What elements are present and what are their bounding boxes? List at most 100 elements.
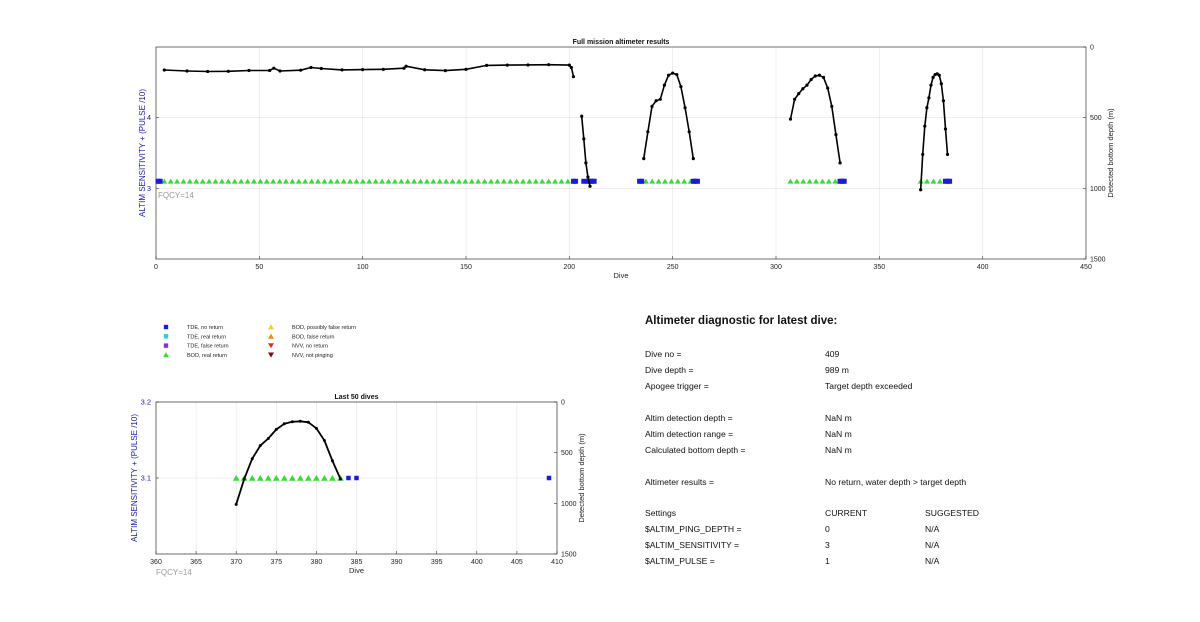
full-yl-tick-label: 3 [147, 184, 151, 193]
setting-suggested: N/A [925, 556, 940, 566]
last50-depth-point [258, 444, 262, 448]
full-x-tick-label: 50 [255, 264, 263, 271]
full-bod-real-return-point [436, 178, 443, 184]
last50-x-tick-label: 405 [511, 559, 523, 566]
settings-suggested-header: SUGGESTED [925, 508, 979, 518]
legend-marker-triangle [268, 333, 274, 339]
full-depth-point [662, 83, 667, 87]
full-depth-point [505, 63, 509, 67]
full-depth-point [340, 68, 344, 72]
full-depth-point [547, 63, 551, 67]
full-bod-real-return-point [359, 178, 366, 184]
last50-x-tick-label: 375 [270, 559, 282, 566]
full-depth-point [485, 63, 489, 67]
full-depth-point [567, 63, 571, 67]
last50-bod-real-return-point [248, 474, 256, 481]
full-depth-point [813, 74, 817, 78]
full-depth-point [654, 99, 658, 103]
diag-value: NaN m [825, 445, 852, 455]
full-bod-real-return-point [475, 178, 482, 184]
full-depth-point [809, 77, 813, 82]
full-depth-point [929, 83, 933, 87]
full-depth-point [945, 152, 950, 157]
last50-x-axis-label: Dive [349, 566, 364, 575]
full-depth-point [788, 117, 793, 121]
full-depth-point [162, 68, 166, 72]
last50-x-tick-label: 365 [190, 559, 202, 566]
full-bod-real-return-point [494, 178, 501, 184]
full-tde-no-return-point [591, 178, 597, 184]
full-bod-real-return-point [315, 178, 322, 184]
diagnostic-title: Altimeter diagnostic for latest dive: [645, 315, 838, 327]
full-x-tick-label: 150 [460, 264, 472, 271]
setting-current: 0 [825, 524, 830, 534]
full-depth-point [830, 104, 834, 108]
full-depth-point [923, 124, 927, 128]
full-fqcy-annotation: FQCY=14 [158, 191, 194, 200]
full-depth-point [687, 130, 691, 134]
full-depth-point [834, 133, 838, 137]
full-bod-real-return-point [282, 178, 289, 184]
full-bod-real-return-point [930, 178, 937, 184]
diag-value: No return, water depth > target depth [825, 477, 967, 487]
full-depth-point [941, 99, 946, 103]
legend-label: TDE, real return [187, 334, 226, 340]
full-bod-real-return-point [180, 178, 187, 184]
last50-fqcy-annotation: FQCY=14 [156, 568, 192, 577]
full-bod-real-return-point [462, 178, 469, 184]
full-bod-real-return-point [532, 178, 539, 184]
full-bod-real-return-point [212, 178, 219, 184]
full-depth-point [268, 68, 272, 73]
full-x-tick-label: 100 [357, 264, 369, 271]
full-tde-no-return-point [694, 178, 700, 184]
last50-yl-tick-label: 3.2 [141, 398, 151, 407]
full-bod-real-return-point [507, 178, 514, 184]
last50-x-tick-label: 390 [391, 559, 403, 566]
full-bod-real-return-point [488, 178, 495, 184]
full-bod-real-return-point [372, 178, 379, 184]
full-bod-real-return-point [662, 178, 669, 184]
full-bod-real-return-point [302, 178, 309, 184]
last50-x-tick-label: 380 [311, 559, 323, 566]
full-depth-point [646, 130, 650, 134]
full-bod-real-return-point [398, 178, 405, 184]
last50-yr-tick-label: 1000 [561, 501, 577, 508]
full-depth-point [642, 157, 646, 161]
full-bod-real-return-point [327, 178, 334, 184]
full-depth-point [838, 161, 842, 165]
full-x-tick-label: 350 [873, 264, 885, 271]
full-bod-real-return-point [825, 178, 832, 184]
full-depth-point [919, 188, 923, 192]
full-depth-point [826, 86, 830, 90]
full-bod-real-return-point [257, 178, 264, 184]
full-x-tick-label: 0 [154, 264, 158, 271]
last50-bod-real-return-point [313, 474, 320, 481]
last50-bod-real-return-point [280, 474, 288, 481]
full-depth-point [650, 104, 654, 108]
full-depth-point [937, 73, 941, 77]
last50-depth-point [266, 436, 270, 440]
settings-label: Settings [645, 508, 677, 518]
full-bod-real-return-point [340, 178, 347, 184]
full-bod-real-return-point [276, 178, 283, 184]
full-depth-point [939, 82, 943, 86]
full-tde-no-return-point [157, 178, 163, 184]
full-yr-tick-label: 0 [1090, 45, 1094, 52]
full-bod-real-return-point [353, 178, 360, 184]
last50-depth-point [314, 426, 318, 430]
legend-label: TDE, no return [187, 325, 223, 331]
full-depth-point [797, 92, 801, 96]
full-plot-frame [155, 46, 1087, 260]
full-tde-no-return-point [947, 178, 953, 184]
legend-label: BOD, possibly false return [292, 325, 356, 331]
full-bod-real-return-point [218, 178, 225, 184]
last50-y-axis-label-left: ALTIM SENSITIVITY + (PULSE /10) [130, 414, 139, 542]
full-chart-title: Full mission altimeter results [573, 39, 670, 46]
last50-depth-point [290, 420, 294, 424]
full-x-tick-label: 200 [563, 264, 575, 271]
last50-depth-point [282, 422, 286, 426]
setting-current: 3 [825, 540, 830, 550]
last50-tde-no-return-point [354, 475, 359, 481]
full-bod-real-return-point [455, 178, 462, 184]
